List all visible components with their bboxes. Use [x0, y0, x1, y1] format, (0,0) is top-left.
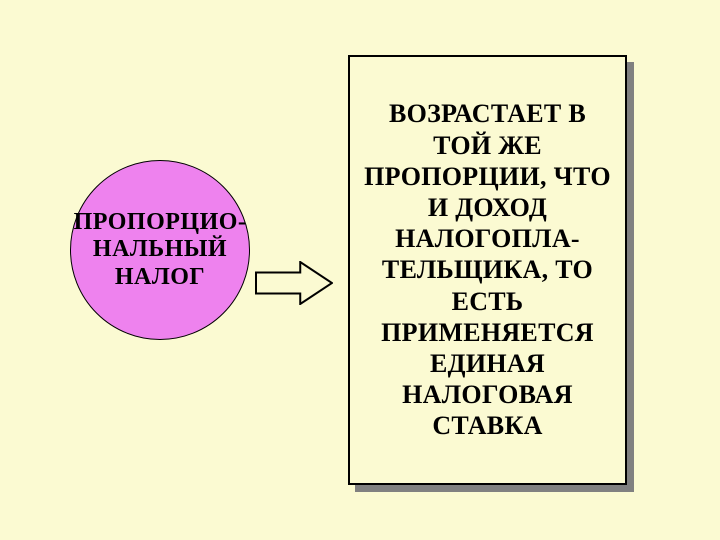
- description-box: ВОЗРАСТАЕТ В ТОЙ ЖЕ ПРОПОРЦИИ, ЧТО И ДОХ…: [348, 55, 627, 485]
- arrow-icon: [255, 261, 333, 305]
- arrow-shape: [256, 262, 332, 304]
- circle-label: ПРОПОРЦИО- НАЛЬНЫЙ НАЛОГ: [71, 209, 249, 292]
- concept-circle: ПРОПОРЦИО- НАЛЬНЫЙ НАЛОГ: [70, 160, 250, 340]
- description-text: ВОЗРАСТАЕТ В ТОЙ ЖЕ ПРОПОРЦИИ, ЧТО И ДОХ…: [360, 98, 615, 441]
